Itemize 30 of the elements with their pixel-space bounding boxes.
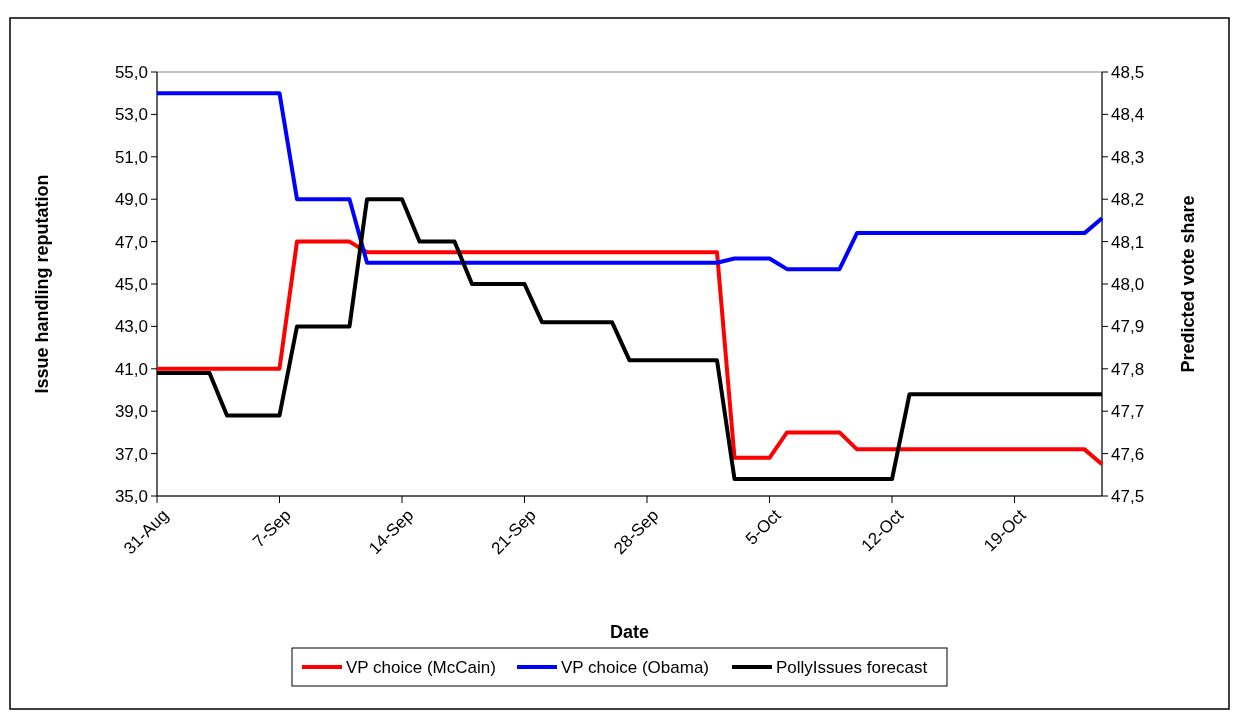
y2-tick-label: 48,3 (1111, 147, 1145, 167)
y-tick-label: 51,0 (114, 147, 148, 167)
y-tick-label: 53,0 (114, 105, 148, 125)
y2-tick-label: 47,8 (1111, 359, 1145, 379)
y2-tick-label: 48,2 (1111, 190, 1145, 210)
y2-tick-label: 48,0 (1111, 274, 1145, 294)
y-tick-label: 37,0 (114, 444, 148, 464)
y-tick-label: 49,0 (114, 190, 148, 210)
y-tick-label: 55,0 (114, 62, 148, 82)
y2-tick-label: 47,7 (1111, 402, 1145, 422)
line-series (155, 239, 1104, 467)
line-series (155, 91, 1104, 272)
y-axis-title: Issue handling reputation (32, 174, 52, 394)
legend-label: VP choice (McCain) (346, 657, 496, 677)
y2-tick-label: 48,5 (1111, 62, 1145, 82)
y-tick-label: 45,0 (114, 274, 148, 294)
x-axis-title: Date (609, 622, 650, 642)
y2-tick-label: 47,5 (1111, 486, 1145, 506)
y2-axis-title: Predicted vote share (1178, 195, 1198, 373)
y2-tick-label: 48,4 (1111, 105, 1145, 125)
y-tick-label: 35,0 (114, 486, 148, 506)
y2-tick-label: 47,9 (1111, 317, 1145, 337)
y2-tick-label: 47,6 (1111, 444, 1145, 464)
y-tick-label: 43,0 (114, 317, 148, 337)
legend-label: PollyIssues forecast (776, 657, 928, 677)
y2-tick-label: 48,1 (1111, 232, 1145, 252)
y-tick-label: 39,0 (114, 402, 148, 422)
y-tick-label: 47,0 (114, 232, 148, 252)
legend-label: VP choice (Obama) (561, 657, 710, 677)
y-tick-label: 41,0 (114, 359, 148, 379)
